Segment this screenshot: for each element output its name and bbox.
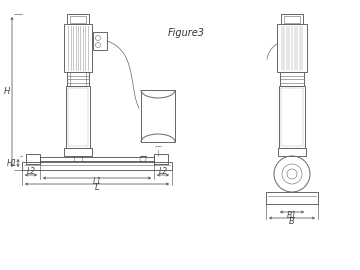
- Bar: [281, 88, 303, 146]
- Text: Figure3: Figure3: [168, 28, 205, 38]
- Bar: [278, 148, 306, 156]
- Bar: [141, 90, 175, 142]
- Bar: [284, 16, 300, 23]
- Bar: [68, 88, 88, 146]
- Bar: [93, 32, 107, 50]
- Bar: [70, 16, 86, 23]
- Bar: [266, 192, 318, 204]
- Text: H1: H1: [7, 158, 17, 167]
- Bar: [280, 72, 304, 86]
- Bar: [279, 86, 305, 148]
- Text: B: B: [289, 218, 295, 227]
- Bar: [277, 24, 307, 72]
- Bar: [22, 162, 172, 170]
- Bar: [281, 14, 303, 24]
- Text: L1: L1: [93, 177, 102, 187]
- Bar: [66, 86, 90, 148]
- Text: B1: B1: [287, 211, 297, 221]
- Bar: [26, 154, 40, 164]
- Text: L: L: [95, 184, 99, 193]
- Bar: [64, 24, 92, 72]
- Bar: [67, 14, 89, 24]
- Text: L2: L2: [158, 167, 167, 176]
- Bar: [64, 148, 92, 156]
- Bar: [67, 72, 89, 86]
- Text: L2: L2: [26, 167, 36, 176]
- Text: H: H: [4, 87, 10, 96]
- Bar: [154, 154, 168, 164]
